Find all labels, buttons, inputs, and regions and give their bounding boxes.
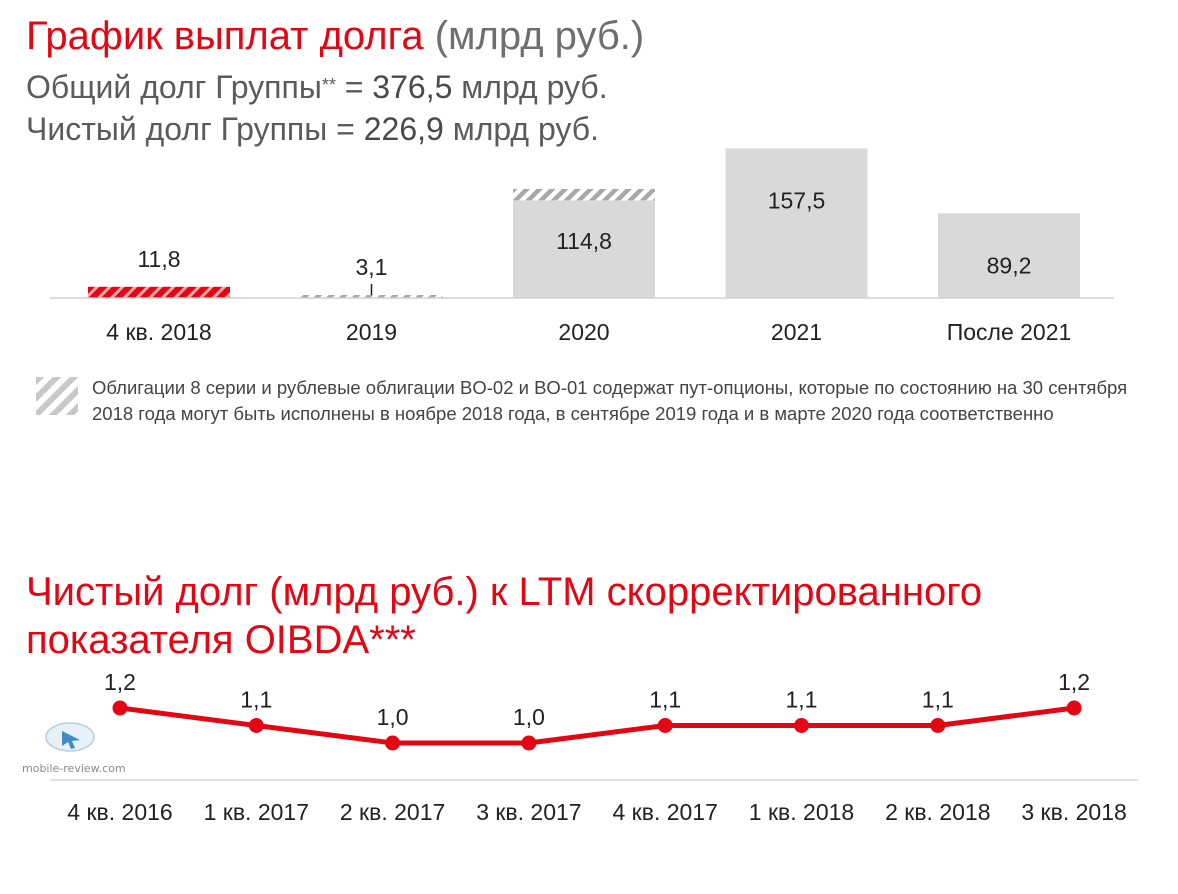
bar-category-label-1: 2019: [346, 319, 397, 345]
bar-4: [938, 213, 1080, 298]
net-debt-label: Чистый долг Группы: [26, 111, 328, 147]
ratio-category-label-3: 3 кв. 2017: [476, 799, 581, 825]
ratio-series-line: [119, 705, 1075, 746]
net-debt-ratio-chart: 1,2 1,1 1,0 1,0 1,1 1,1 1,1 1,2 4 кв. 2016 1 кв.…: [50, 669, 1138, 825]
ratio-category-label-6: 2 кв. 2018: [885, 799, 990, 825]
bar-0: [88, 286, 230, 298]
bar-1: [300, 295, 443, 298]
gross-debt-line: Общий долг Группы** = 376,5 млрд руб.: [26, 68, 608, 106]
gross-debt-unit: млрд руб.: [452, 69, 608, 105]
net-debt-value: 226,9: [363, 111, 444, 147]
ratio-value-label-3: 1,0: [513, 704, 545, 730]
gross-debt-eq: =: [335, 69, 373, 105]
ratio-point-5: [794, 718, 809, 733]
bar-value-label-1: 3,1: [356, 254, 388, 280]
bar-value-label-2: 114,8: [556, 228, 612, 254]
bar-3: [725, 148, 868, 298]
debt-schedule-title-unit: (млрд руб.): [434, 14, 645, 58]
debt-schedule-chart: 11,8 3,1 114,8 157,5 89,2 4 кв. 2018 2019 2020…: [50, 148, 1114, 345]
ratio-category-label-4: 4 кв. 2017: [612, 799, 717, 825]
gross-debt-footnote-mark: **: [321, 75, 336, 95]
bar-value-label-0: 11,8: [137, 246, 180, 272]
watermark-logo-icon: [42, 718, 98, 756]
bar-category-label-0: 4 кв. 2018: [106, 319, 211, 345]
ratio-point-7: [1066, 700, 1082, 716]
put-option-legend-text: Облигации 8 серии и рублевые облигации B…: [92, 377, 1128, 424]
bar-category-label-3: 2021: [771, 319, 822, 345]
ratio-category-label-1: 1 кв. 2017: [204, 799, 309, 825]
gross-debt-label: Общий долг Группы: [26, 69, 322, 105]
net-debt-eq: =: [327, 111, 364, 147]
ratio-category-label-0: 4 кв. 2016: [67, 799, 172, 825]
watermark-text: mobile-review.com: [22, 762, 126, 775]
ratio-value-label-0: 1,2: [104, 669, 136, 695]
ratio-value-label-7: 1,2: [1058, 669, 1090, 695]
ratio-point-1: [248, 718, 264, 733]
put-option-legend-swatch: [36, 377, 78, 415]
bar-value-label-4: 89,2: [987, 252, 1032, 278]
ratio-value-label-1: 1,1: [240, 687, 272, 713]
ratio-point-2: [385, 735, 401, 751]
net-debt-unit: млрд руб.: [443, 111, 599, 147]
ratio-category-label-5: 1 кв. 2018: [749, 799, 854, 825]
net-debt-ratio-title-line1: Чистый долг (млрд руб.) к LTM скорректир…: [26, 570, 983, 614]
ratio-value-label-2: 1,0: [377, 704, 409, 730]
debt-schedule-title-main: График выплат долга: [26, 14, 424, 58]
ratio-value-label-4: 1,1: [649, 687, 681, 713]
ratio-value-label-5: 1,1: [786, 687, 818, 713]
bar-value-label-3: 157,5: [768, 187, 826, 213]
ratio-point-4: [657, 718, 673, 733]
ratio-category-label-2: 2 кв. 2017: [340, 799, 445, 825]
bar-category-label-4: После 2021: [947, 319, 1072, 345]
ratio-point-0: [112, 700, 128, 716]
debt-schedule-title: График выплат долга (млрд руб.): [26, 14, 644, 58]
ratio-category-label-7: 3 кв. 2018: [1021, 799, 1126, 825]
net-debt-ratio-title-line2: показателя OIBDA***: [26, 618, 416, 662]
ratio-point-6: [930, 718, 946, 733]
bar-put-portion-2: [513, 188, 655, 201]
net-debt-line: Чистый долг Группы = 226,9 млрд руб.: [26, 110, 599, 148]
bar-category-label-2: 2020: [558, 319, 609, 345]
ratio-point-3: [521, 735, 537, 751]
gross-debt-value: 376,5: [372, 69, 453, 105]
bar-2: [513, 200, 655, 298]
ratio-value-label-6: 1,1: [922, 687, 954, 713]
